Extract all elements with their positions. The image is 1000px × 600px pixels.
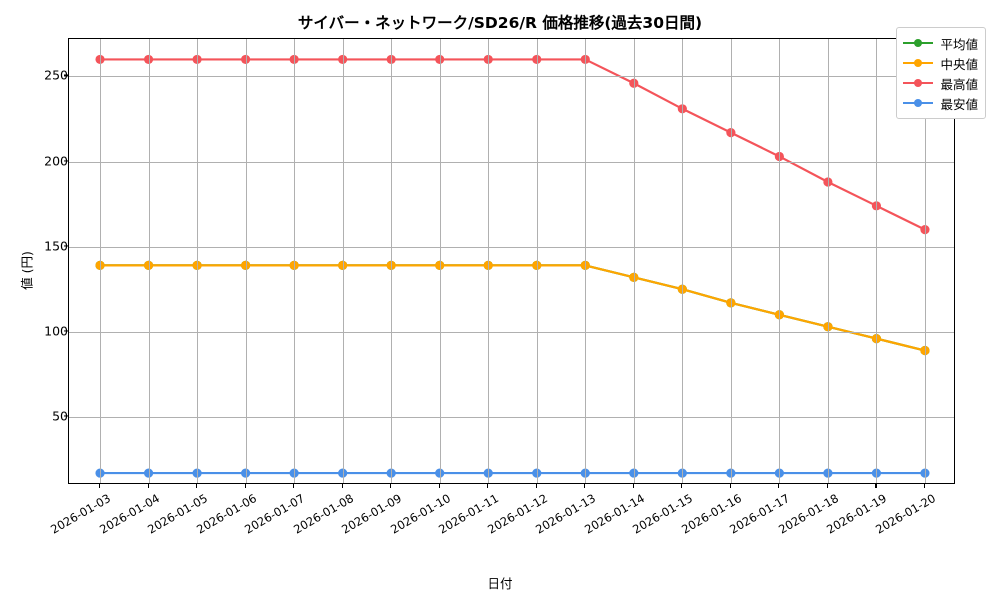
legend-swatch-icon [903, 36, 934, 50]
x-tick-mark [487, 484, 489, 488]
legend-item[interactable]: 最安値 [903, 93, 978, 113]
y-tick-label: 50 [52, 408, 68, 424]
x-axis-label: 日付 [487, 576, 513, 591]
x-tick-mark [875, 484, 877, 488]
x-tick-mark [632, 484, 634, 488]
gridline-vertical [633, 39, 635, 483]
gridline-vertical [827, 39, 829, 483]
gridline-vertical [730, 39, 732, 483]
gridline-vertical [439, 39, 441, 483]
x-tick-mark [147, 484, 149, 488]
gridline-horizontal [69, 246, 954, 248]
gridline-vertical [682, 39, 684, 483]
y-tick-label: 200 [44, 153, 68, 169]
series-line [98, 264, 927, 352]
gridline-vertical [197, 39, 199, 483]
gridline-vertical [342, 39, 344, 483]
x-tick-mark [535, 484, 537, 488]
x-tick-mark [923, 484, 926, 488]
x-tick-mark [438, 484, 440, 488]
x-tick-mark [584, 484, 586, 488]
page-title: サイバー・ネットワーク/SD26/R 価格推移(過去30日間) [297, 14, 703, 32]
legend-swatch-icon [903, 76, 934, 90]
legend-item-label: 最高値 [940, 76, 978, 92]
y-axis-label: 値 (円) [19, 251, 35, 290]
x-tick-mark [196, 484, 198, 488]
legend-item[interactable]: 中央値 [903, 53, 978, 73]
series-line [98, 58, 927, 231]
gridline-vertical [488, 39, 490, 483]
y-tick-mark [64, 245, 68, 247]
legend-item-label: 平均値 [940, 36, 978, 52]
gridline-horizontal [69, 331, 954, 333]
chart-legend: 平均値中央値最高値最安値 [896, 27, 986, 119]
gridline-vertical [876, 39, 878, 483]
gridline-horizontal [69, 76, 954, 78]
gridline-vertical [391, 39, 393, 483]
gridline-vertical [100, 39, 102, 483]
gridline-vertical [148, 39, 150, 483]
gridline-vertical [585, 39, 587, 483]
legend-item-label: 最安値 [940, 96, 978, 112]
legend-swatch-icon [903, 56, 934, 70]
y-tick-label: 150 [44, 238, 68, 254]
gridline-vertical [924, 39, 926, 483]
gridline-vertical [779, 39, 781, 483]
x-tick-mark [778, 484, 780, 488]
x-tick-mark [244, 484, 246, 488]
y-tick-mark [64, 330, 68, 332]
y-tick-mark [64, 160, 68, 162]
gridline-horizontal [69, 416, 954, 418]
legend-swatch-icon [903, 96, 934, 110]
y-tick-mark [64, 74, 68, 76]
gridline-vertical [536, 39, 538, 483]
x-tick-mark [826, 484, 828, 488]
gridline-vertical [245, 39, 247, 483]
legend-item[interactable]: 最高値 [903, 73, 978, 93]
x-tick-mark [341, 484, 343, 488]
x-tick-mark [99, 484, 101, 488]
x-tick-mark [681, 484, 683, 488]
series-line [98, 264, 927, 352]
legend-item-label: 中央値 [940, 56, 978, 72]
legend-item[interactable]: 平均値 [903, 33, 978, 53]
x-tick-mark [390, 484, 392, 488]
y-tick-label: 250 [44, 67, 68, 83]
y-tick-mark [64, 415, 68, 417]
gridline-horizontal [69, 161, 954, 163]
y-axis-ticks: 50 100 150 200 250 [0, 0, 68, 600]
x-tick-mark [729, 484, 731, 488]
gridline-vertical [294, 39, 296, 483]
plot-area [68, 38, 955, 484]
x-tick-mark [293, 484, 295, 488]
y-tick-label: 100 [44, 323, 68, 339]
